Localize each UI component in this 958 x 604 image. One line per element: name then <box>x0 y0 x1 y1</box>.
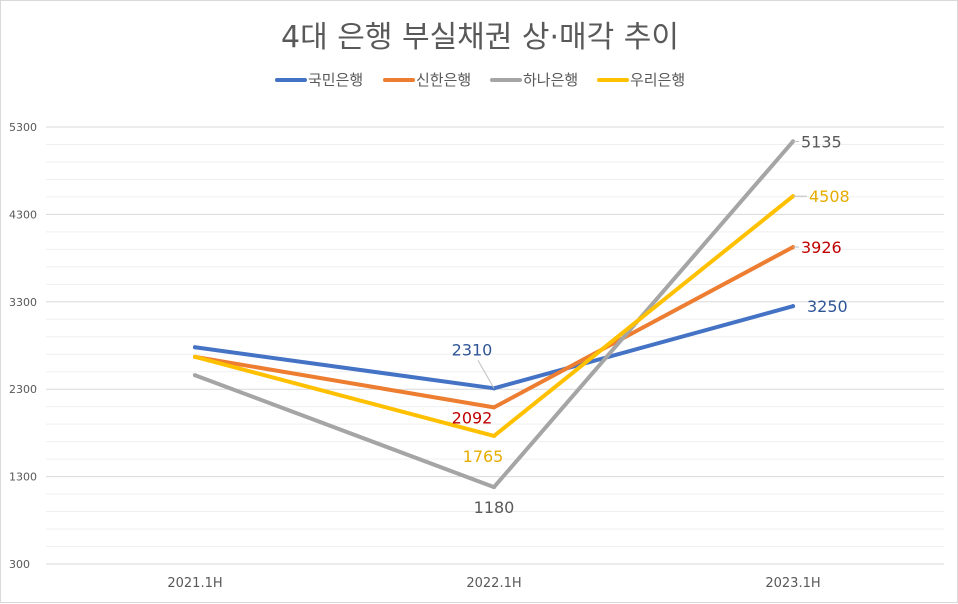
data-point <box>791 304 795 309</box>
data-labels: 2310 3250 2092 3926 1180 5135 1765 4508 <box>452 132 850 517</box>
data-label: 1765 <box>463 447 504 466</box>
legend-label: 국민은행 <box>308 71 363 89</box>
series-line <box>193 304 795 391</box>
y-tick-label: 1300 <box>9 471 37 484</box>
data-label: 3926 <box>801 238 842 257</box>
label-leader-line <box>477 360 495 389</box>
data-label: 2092 <box>452 408 493 427</box>
y-axis: 300 1300 2300 3300 4300 5300 <box>9 121 37 571</box>
y-tick-label: 3300 <box>9 296 37 309</box>
y-tick-label: 4300 <box>9 208 37 221</box>
y-tick-label: 2300 <box>9 383 37 396</box>
legend-label: 우리은행 <box>630 71 685 89</box>
y-tick-label: 300 <box>9 558 30 571</box>
legend-label: 신한은행 <box>416 71 471 89</box>
legend-item: 신한은행 <box>383 71 471 89</box>
data-point <box>193 373 197 378</box>
x-tick-label: 2021.1H <box>167 576 222 591</box>
x-axis: 2021.1H 2022.1H 2023.1H <box>167 576 820 591</box>
legend-label: 하나은행 <box>523 71 578 89</box>
legend-item: 우리은행 <box>597 71 685 89</box>
series-layer <box>193 139 795 490</box>
data-label: 2310 <box>452 340 493 359</box>
legend: 국민은행 신한은행 하나은행 우리은행 <box>275 71 685 89</box>
x-tick-label: 2022.1H <box>466 576 521 591</box>
data-point <box>193 354 197 359</box>
data-label: 3250 <box>807 297 848 316</box>
data-label: 1180 <box>474 498 515 517</box>
data-point <box>492 405 496 410</box>
series-line <box>193 245 795 410</box>
chart-title: 4대 은행 부실채권 상·매각 추이 <box>281 20 679 55</box>
x-tick-label: 2023.1H <box>765 576 820 591</box>
data-label: 4508 <box>809 187 850 206</box>
y-tick-label: 5300 <box>9 121 37 134</box>
data-label: 5135 <box>801 132 842 151</box>
data-point <box>492 485 496 490</box>
data-point <box>193 345 197 350</box>
data-point <box>492 433 496 438</box>
legend-item: 국민은행 <box>275 71 363 89</box>
legend-item: 하나은행 <box>490 71 578 89</box>
